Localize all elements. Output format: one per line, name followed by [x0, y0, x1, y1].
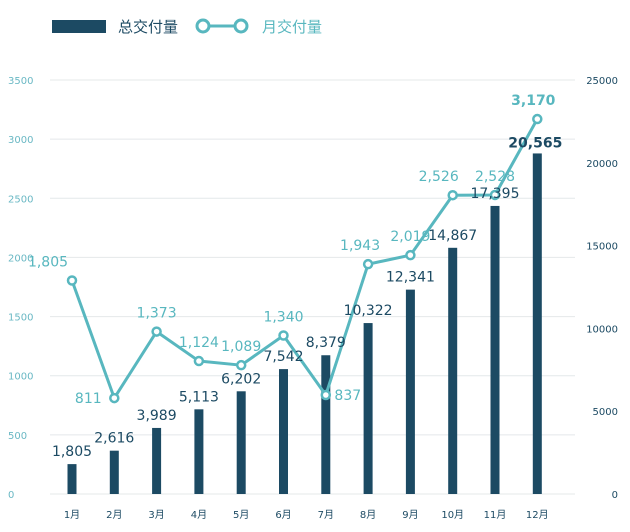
bar-total-delivery	[67, 464, 77, 494]
line-data-label: 2,528	[475, 169, 515, 185]
legend: 总交付量 月交付量	[52, 18, 322, 36]
axis-layer: 0 500 1000 1500 2000 2500 3000 3500 0 5000 10000 15…	[8, 76, 618, 521]
legend-line-swatch	[195, 18, 249, 34]
bar-total-delivery	[490, 205, 500, 495]
line-monthly-delivery	[70, 118, 539, 400]
bar-total-delivery	[279, 369, 288, 494]
bar-total-delivery	[448, 247, 458, 494]
left-axis-tick: 2000	[8, 253, 33, 264]
line-point-monthly-delivery	[532, 113, 543, 125]
left-axis-tick: 3500	[8, 76, 33, 87]
x-axis-tick: 9月	[402, 509, 418, 521]
right-axis-tick: 0	[612, 490, 618, 501]
x-axis-tick: 1月	[64, 509, 80, 521]
line-data-label: 2,019	[390, 229, 430, 245]
bar-data-label: 2,616	[94, 431, 134, 447]
left-axis-tick: 0	[8, 490, 14, 501]
x-axis-tick: 6月	[275, 509, 291, 521]
bar-data-label: 3,989	[137, 408, 177, 424]
right-axis-tick: 5000	[593, 407, 618, 418]
bar-total-delivery	[532, 153, 542, 494]
x-axis-tick: 11月	[484, 509, 507, 521]
bar-data-label: 5,113	[179, 389, 219, 405]
line-data-label: 1,089	[221, 339, 261, 355]
x-axis-tick: 2月	[106, 509, 122, 521]
bar-data-label: 14,867	[428, 228, 477, 244]
bar-total-delivery	[194, 409, 204, 494]
bar-layer	[67, 153, 542, 495]
bar-data-label: 20,565	[508, 135, 562, 151]
bar-data-label: 7,542	[263, 349, 303, 365]
line-point-monthly-delivery	[66, 275, 78, 286]
right-axis-tick: 10000	[586, 324, 618, 335]
bar-total-delivery	[321, 355, 331, 494]
line-data-label: 837	[334, 388, 361, 404]
line-point-monthly-delivery	[193, 355, 205, 367]
legend-bar-swatch	[52, 20, 106, 33]
right-axis-tick: 15000	[586, 242, 618, 253]
line-data-label: 1,943	[340, 238, 380, 254]
left-axis-tick: 2500	[8, 194, 33, 205]
line-data-label: 1,124	[179, 335, 219, 351]
right-axis-tick: 25000	[586, 76, 618, 87]
bar-data-label: 17,395	[471, 186, 520, 202]
bar-data-label: 10,322	[344, 303, 393, 319]
x-axis-tick: 7月	[318, 509, 334, 521]
line-data-label: 2,526	[419, 169, 459, 185]
legend-bar-label: 总交付量	[118, 18, 178, 36]
line-point-monthly-delivery	[447, 189, 458, 201]
bar-data-label: 6,202	[221, 371, 261, 387]
x-axis-tick: 3月	[148, 509, 164, 521]
line-point-monthly-delivery	[278, 330, 289, 341]
left-axis-tick: 500	[8, 431, 27, 442]
bar-total-delivery	[405, 289, 415, 494]
right-axis-tick: 20000	[586, 159, 618, 170]
x-axis-tick: 5月	[233, 509, 249, 521]
bar-data-label: 1,805	[52, 444, 92, 460]
line-layer	[66, 113, 543, 404]
grid-layer	[50, 79, 575, 495]
x-axis-tick: 10月	[441, 509, 464, 521]
line-point-monthly-delivery	[405, 249, 416, 261]
label-layer: 1,8052,6163,9895,1136,2027,5428,37910,32…	[28, 93, 562, 460]
left-axis-tick: 1500	[8, 313, 33, 324]
line-point-monthly-delivery	[320, 389, 332, 401]
bar-total-delivery	[236, 391, 246, 494]
bar-total-delivery	[363, 323, 373, 494]
line-point-monthly-delivery	[489, 189, 501, 201]
bar-total-delivery	[152, 427, 162, 494]
line-point-monthly-delivery	[235, 359, 247, 371]
bar-total-delivery	[109, 450, 119, 494]
line-data-label: 3,170	[511, 93, 556, 109]
left-axis-tick: 1000	[8, 372, 33, 383]
line-data-label: 1,373	[137, 306, 177, 322]
line-point-monthly-delivery	[362, 258, 374, 270]
line-data-label: 811	[75, 391, 102, 407]
x-axis-tick: 8月	[360, 509, 376, 521]
x-axis-tick: 12月	[526, 509, 549, 521]
line-data-label: 1,805	[28, 254, 68, 270]
line-point-monthly-delivery	[151, 326, 162, 337]
bar-data-label: 8,379	[306, 335, 346, 351]
legend-line-label: 月交付量	[262, 18, 322, 36]
left-axis-tick: 3000	[8, 135, 33, 146]
line-point-monthly-delivery	[109, 392, 120, 404]
bar-data-label: 12,341	[386, 270, 435, 286]
x-axis-tick: 4月	[191, 509, 207, 521]
line-data-label: 1,340	[263, 309, 303, 325]
